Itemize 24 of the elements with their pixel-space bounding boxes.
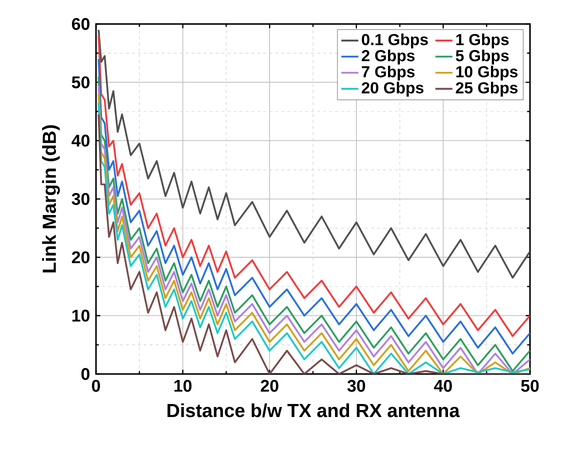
legend-label: 2 Gbps <box>362 50 415 64</box>
x-axis-title: Distance b/w TX and RX antenna <box>168 403 460 418</box>
y-tick-label: 60 <box>72 18 90 30</box>
y-axis-title: Link Margin (dB) <box>42 125 60 272</box>
x-tick-label: 20 <box>260 380 278 392</box>
y-tick-label: 50 <box>72 76 90 88</box>
legend-label: 20 Gbps <box>362 82 424 97</box>
legend-label: 1 Gbps <box>456 34 509 48</box>
y-tick-label: 10 <box>72 310 90 322</box>
x-tick-label: 50 <box>521 380 539 392</box>
x-tick-label: 30 <box>347 380 366 392</box>
legend-label: 7 Gbps <box>362 66 415 81</box>
legend-label: 5 Gbps <box>456 50 509 64</box>
y-tick-label: 40 <box>72 134 90 147</box>
y-tick-label: 20 <box>72 251 90 264</box>
x-tick-label: 40 <box>434 380 452 392</box>
legend-label: 25 Gbps <box>456 82 518 97</box>
legend-label: 10 Gbps <box>456 66 518 81</box>
x-tick-label: 0 <box>92 380 100 392</box>
x-tick-label: 10 <box>174 380 192 392</box>
line-series <box>98 28 530 279</box>
legend-label: 0.1 Gbps <box>362 34 428 48</box>
y-tick-label: 0 <box>81 368 90 380</box>
y-tick-label: 30 <box>72 192 90 205</box>
